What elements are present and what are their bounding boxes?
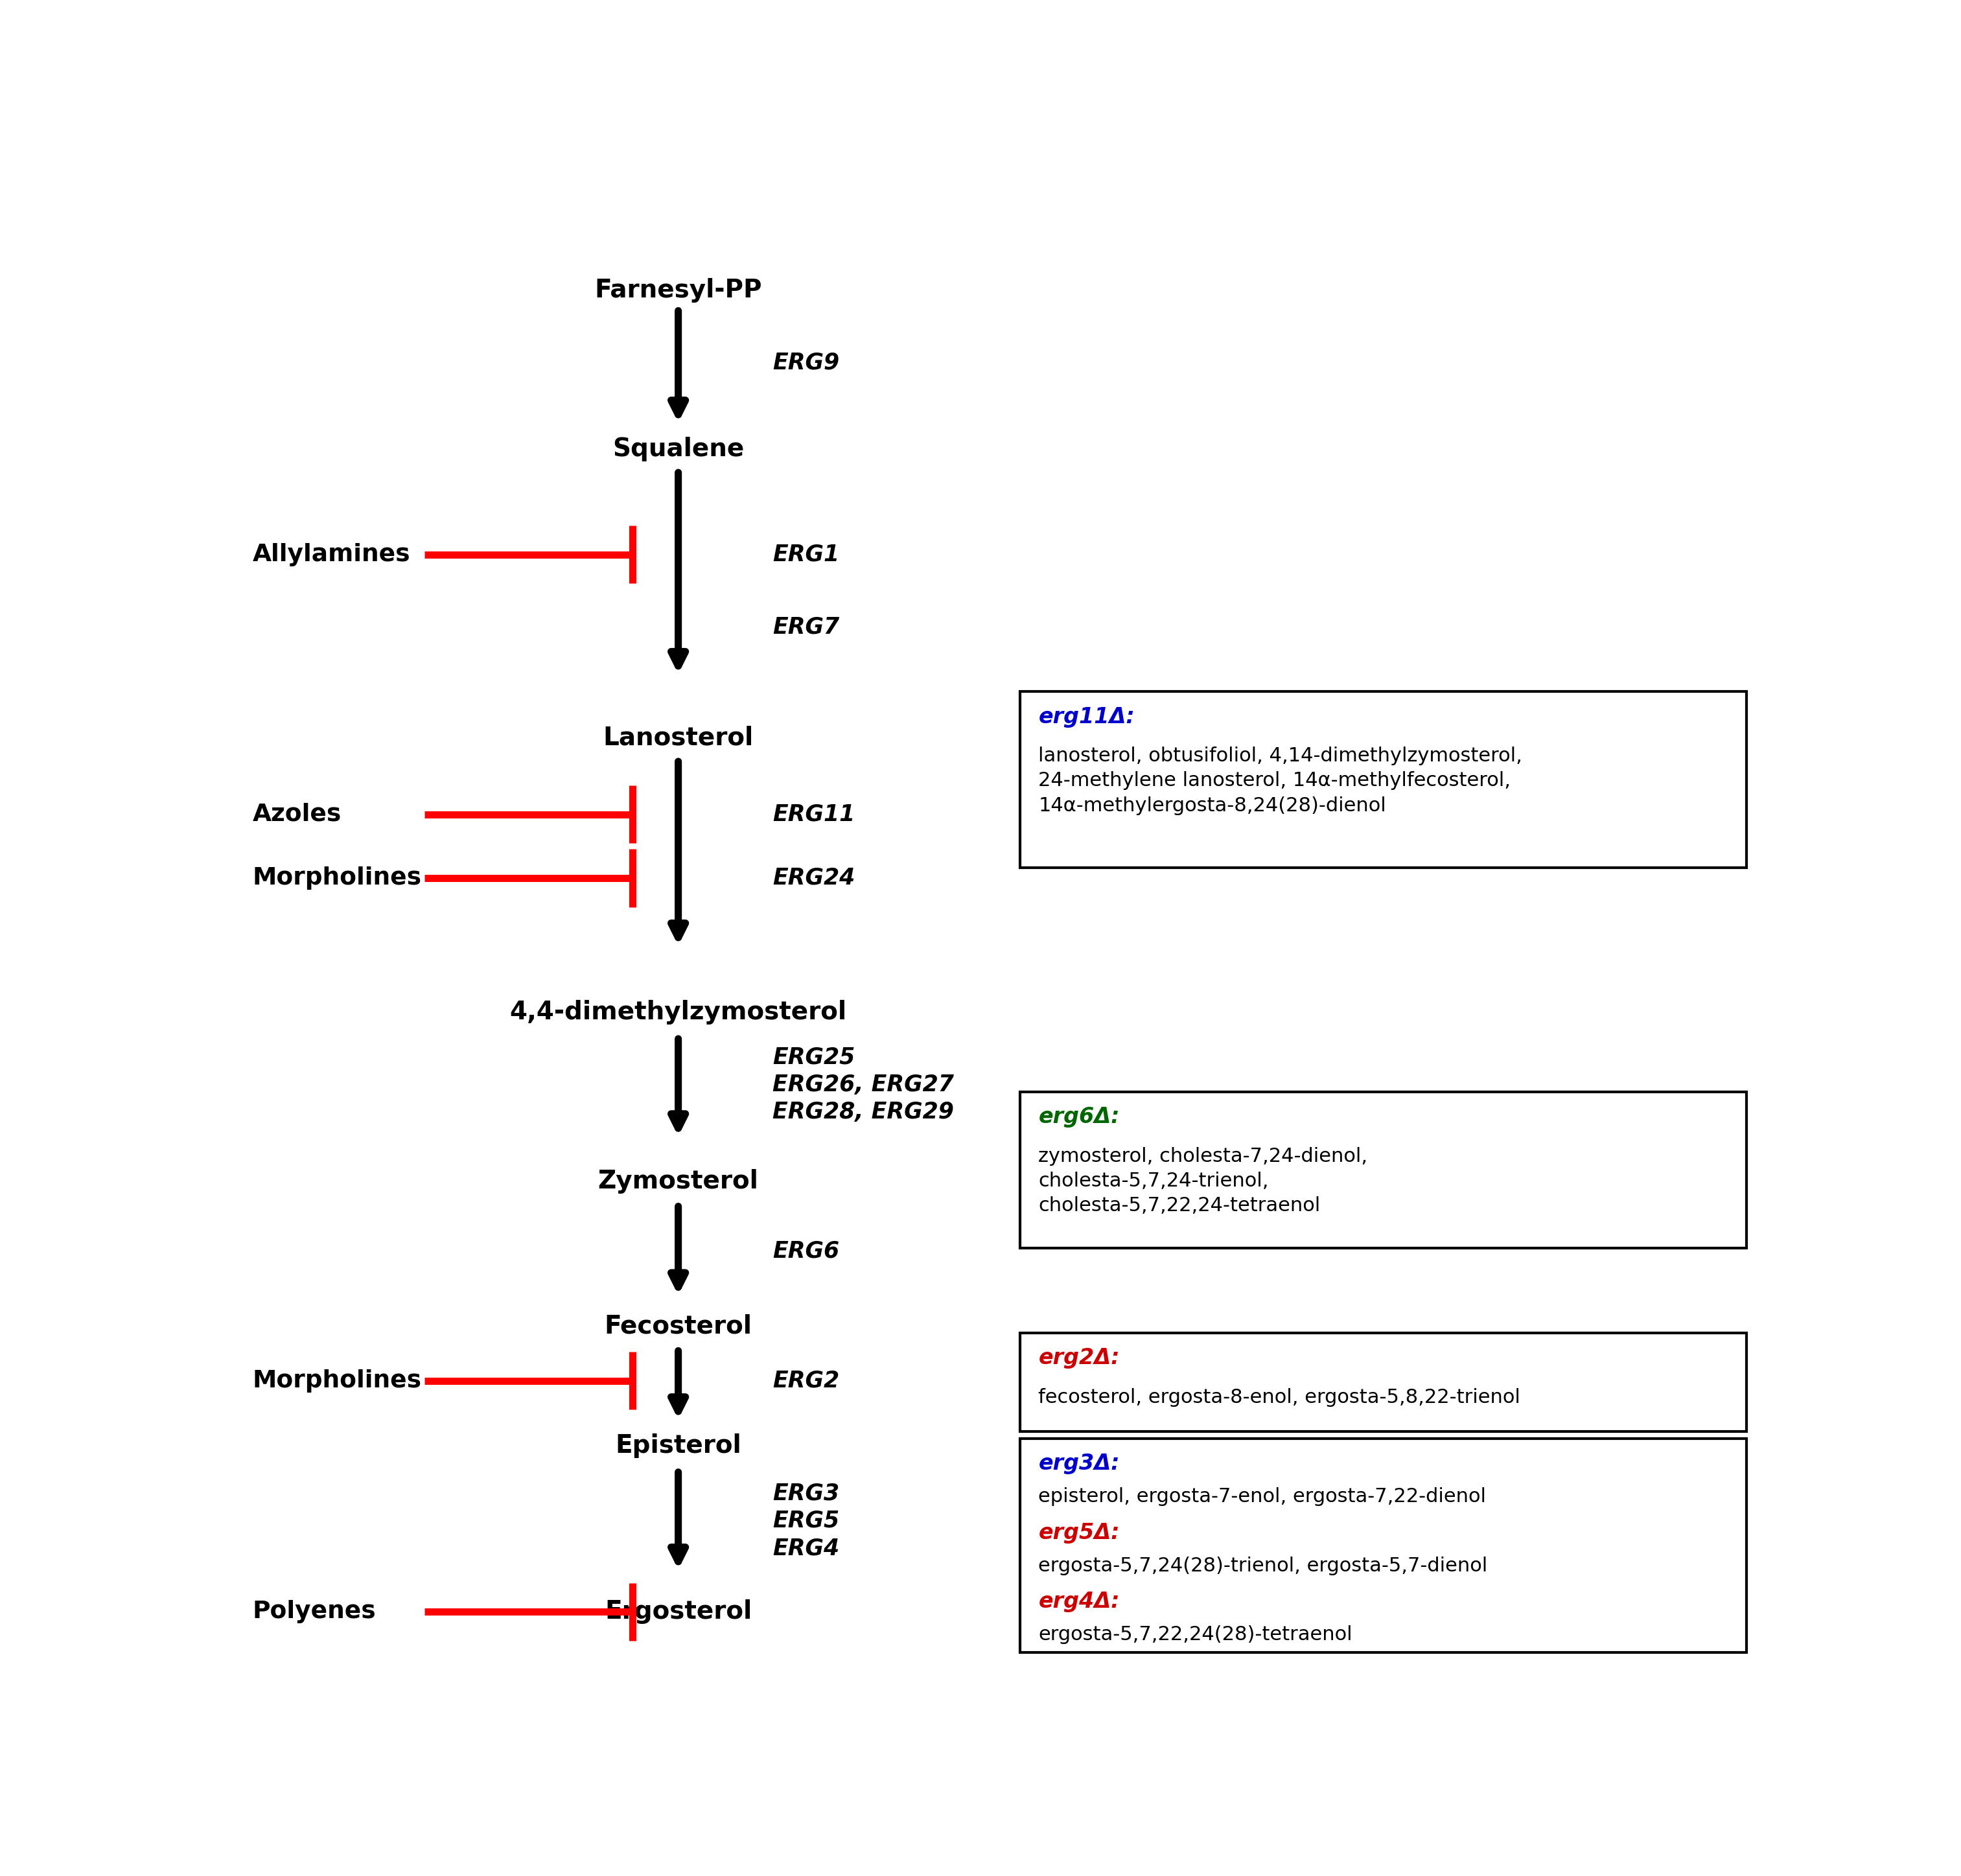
Bar xyxy=(1020,1092,1747,1248)
Text: ERG2: ERG2 xyxy=(773,1369,839,1392)
Text: ERG7: ERG7 xyxy=(773,615,839,638)
Text: fecosterol, ergosta-8-enol, ergosta-5,8,22-trienol: fecosterol, ergosta-8-enol, ergosta-5,8,… xyxy=(1039,1388,1520,1407)
Text: ergosta-5,7,24(28)-trienol, ergosta-5,7-dienol: ergosta-5,7,24(28)-trienol, ergosta-5,7-… xyxy=(1039,1557,1488,1576)
Text: Azoles: Azoles xyxy=(253,803,341,825)
Text: ERG11: ERG11 xyxy=(773,803,855,825)
Bar xyxy=(1020,1439,1747,1653)
Text: Lanosterol: Lanosterol xyxy=(602,726,753,750)
Text: lanosterol, obtusifoliol, 4,14-dimethylzymosterol,
24-methylene lanosterol, 14α-: lanosterol, obtusifoliol, 4,14-dimethylz… xyxy=(1039,747,1522,814)
Text: Fecosterol: Fecosterol xyxy=(604,1313,753,1338)
Text: Episterol: Episterol xyxy=(616,1433,741,1458)
Text: erg6Δ:: erg6Δ: xyxy=(1039,1107,1120,1127)
Text: zymosterol, cholesta-7,24-dienol,
cholesta-5,7,24-trienol,
cholesta-5,7,22,24-te: zymosterol, cholesta-7,24-dienol, choles… xyxy=(1039,1146,1367,1216)
Text: episterol, ergosta-7-enol, ergosta-7,22-dienol: episterol, ergosta-7-enol, ergosta-7,22-… xyxy=(1039,1488,1486,1506)
Text: Farnesyl-PP: Farnesyl-PP xyxy=(594,278,763,302)
Text: ERG1: ERG1 xyxy=(773,544,839,565)
Text: ERG9: ERG9 xyxy=(773,351,839,373)
Text: ERG6: ERG6 xyxy=(773,1240,839,1263)
Text: Morpholines: Morpholines xyxy=(253,1369,422,1392)
Text: erg2Δ:: erg2Δ: xyxy=(1039,1347,1120,1369)
Text: ERG3
ERG5
ERG4: ERG3 ERG5 ERG4 xyxy=(773,1482,839,1559)
Text: ergosta-5,7,22,24(28)-tetraenol: ergosta-5,7,22,24(28)-tetraenol xyxy=(1039,1625,1353,1643)
Text: erg5Δ:: erg5Δ: xyxy=(1039,1521,1120,1544)
Text: erg11Δ:: erg11Δ: xyxy=(1039,705,1135,728)
Text: Morpholines: Morpholines xyxy=(253,867,422,889)
Text: ERG25
ERG26, ERG27
ERG28, ERG29: ERG25 ERG26, ERG27 ERG28, ERG29 xyxy=(773,1047,953,1124)
Text: Squalene: Squalene xyxy=(612,437,743,461)
Text: Allylamines: Allylamines xyxy=(253,542,410,567)
Text: Zymosterol: Zymosterol xyxy=(598,1169,759,1193)
Bar xyxy=(1020,692,1747,869)
Text: 4,4-dimethylzymosterol: 4,4-dimethylzymosterol xyxy=(510,1000,847,1024)
Text: erg4Δ:: erg4Δ: xyxy=(1039,1591,1120,1611)
Text: ERG24: ERG24 xyxy=(773,867,855,889)
Text: Ergosterol: Ergosterol xyxy=(604,1600,751,1625)
Text: Polyenes: Polyenes xyxy=(253,1600,377,1623)
Bar xyxy=(1020,1334,1747,1431)
Text: erg3Δ:: erg3Δ: xyxy=(1039,1452,1120,1475)
